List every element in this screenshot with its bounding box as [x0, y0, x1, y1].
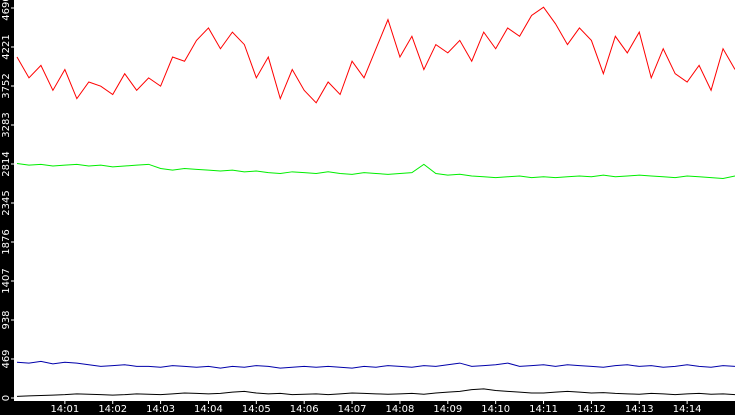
x-axis-strip: [0, 401, 735, 415]
x-tick-label: 14:05: [242, 404, 271, 415]
series-line: [16, 360, 735, 369]
lines: [16, 6, 735, 397]
y-tick-label: 1876: [1, 229, 12, 254]
y-tick-label: 2814: [1, 151, 12, 176]
y-tick-label: 1407: [1, 268, 12, 293]
y-tick-label: 0: [1, 395, 12, 401]
series-line: [16, 6, 735, 104]
x-tick-label: 14:08: [386, 404, 415, 415]
x-tick-label: 14:04: [194, 404, 223, 415]
y-tick-label: 3283: [1, 112, 12, 137]
x-tick-label: 14:13: [625, 404, 654, 415]
x-tick-label: 14:09: [433, 404, 462, 415]
x-tick-label: 14:07: [338, 404, 367, 415]
x-tick-label: 14:02: [98, 404, 127, 415]
x-tick-label: 14:03: [146, 404, 175, 415]
y-tick-label: 938: [1, 310, 12, 329]
y-axis-strip: [0, 0, 14, 415]
x-tick-label: 14:01: [50, 404, 79, 415]
series-line: [16, 163, 735, 179]
x-tick-label: 14:14: [673, 404, 702, 415]
x-tick-label: 14:12: [577, 404, 606, 415]
x-tick-label: 14:11: [529, 404, 558, 415]
y-tick-label: 2345: [1, 190, 12, 215]
y-tick-label: 4690: [1, 0, 12, 21]
y-tick-label: 4221: [1, 34, 12, 59]
series-line: [16, 388, 735, 397]
x-tick-label: 14:06: [290, 404, 319, 415]
plot-area: [14, 0, 735, 401]
y-tick-label: 469: [1, 349, 12, 368]
x-tick-label: 14:10: [481, 404, 510, 415]
y-tick-label: 3752: [1, 73, 12, 98]
